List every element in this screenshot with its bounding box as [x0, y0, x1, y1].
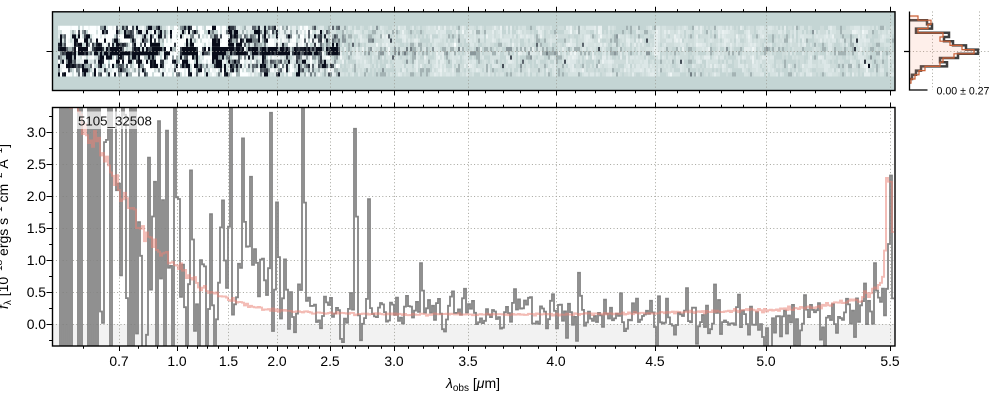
svg-text:1.0: 1.0	[27, 252, 47, 268]
svg-text:fλ [10−18 ergs s−1 cm−2 Å−1]: fλ [10−18 ergs s−1 cm−2 Å−1]	[0, 144, 14, 309]
svg-text:4.0: 4.0	[546, 353, 566, 369]
svg-text:λobs [μm]: λobs [μm]	[445, 375, 500, 394]
svg-text:0.5: 0.5	[27, 284, 47, 300]
svg-text:5.0: 5.0	[756, 353, 776, 369]
svg-text:2.5: 2.5	[320, 353, 340, 369]
svg-text:4.5: 4.5	[645, 353, 665, 369]
svg-text:1.5: 1.5	[219, 353, 239, 369]
svg-text:3.0: 3.0	[27, 124, 47, 140]
svg-text:3.0: 3.0	[384, 353, 404, 369]
svg-text:1.0: 1.0	[167, 353, 187, 369]
svg-text:2.0: 2.0	[267, 353, 287, 369]
svg-text:2.0: 2.0	[27, 188, 47, 204]
svg-text:0.00 ± 0.27: 0.00 ± 0.27	[937, 86, 990, 98]
svg-text:2.5: 2.5	[27, 156, 47, 172]
svg-text:5105_32508: 5105_32508	[78, 114, 152, 129]
svg-text:3.5: 3.5	[458, 353, 478, 369]
svg-text:0.0: 0.0	[27, 316, 47, 332]
svg-text:0.7: 0.7	[109, 353, 129, 369]
svg-text:5.5: 5.5	[880, 353, 900, 369]
svg-text:1.5: 1.5	[27, 220, 47, 236]
